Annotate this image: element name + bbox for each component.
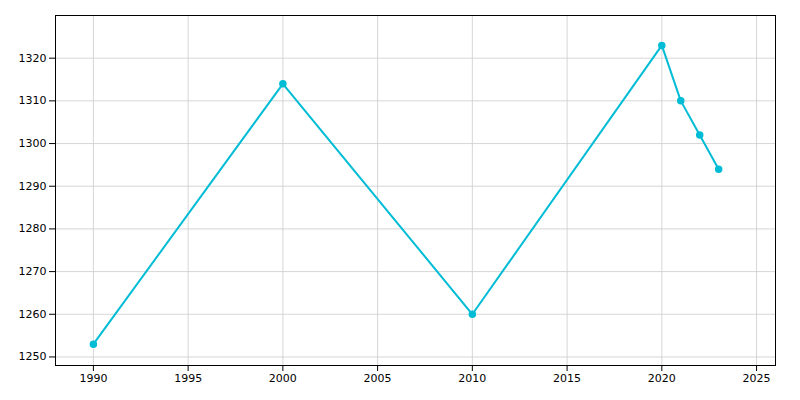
svg-text:2010: 2010	[458, 372, 486, 385]
svg-text:1260: 1260	[19, 308, 47, 321]
svg-text:2000: 2000	[269, 372, 297, 385]
svg-text:1300: 1300	[19, 137, 47, 150]
svg-text:1250: 1250	[19, 350, 47, 363]
svg-text:1290: 1290	[19, 180, 47, 193]
svg-text:1995: 1995	[174, 372, 202, 385]
svg-text:2005: 2005	[364, 372, 392, 385]
svg-text:1280: 1280	[19, 222, 47, 235]
svg-text:1320: 1320	[19, 52, 47, 65]
svg-text:2015: 2015	[553, 372, 581, 385]
svg-text:1990: 1990	[79, 372, 107, 385]
svg-text:2020: 2020	[648, 372, 676, 385]
svg-text:1310: 1310	[19, 94, 47, 107]
svg-text:1270: 1270	[19, 265, 47, 278]
svg-text:2025: 2025	[743, 372, 771, 385]
